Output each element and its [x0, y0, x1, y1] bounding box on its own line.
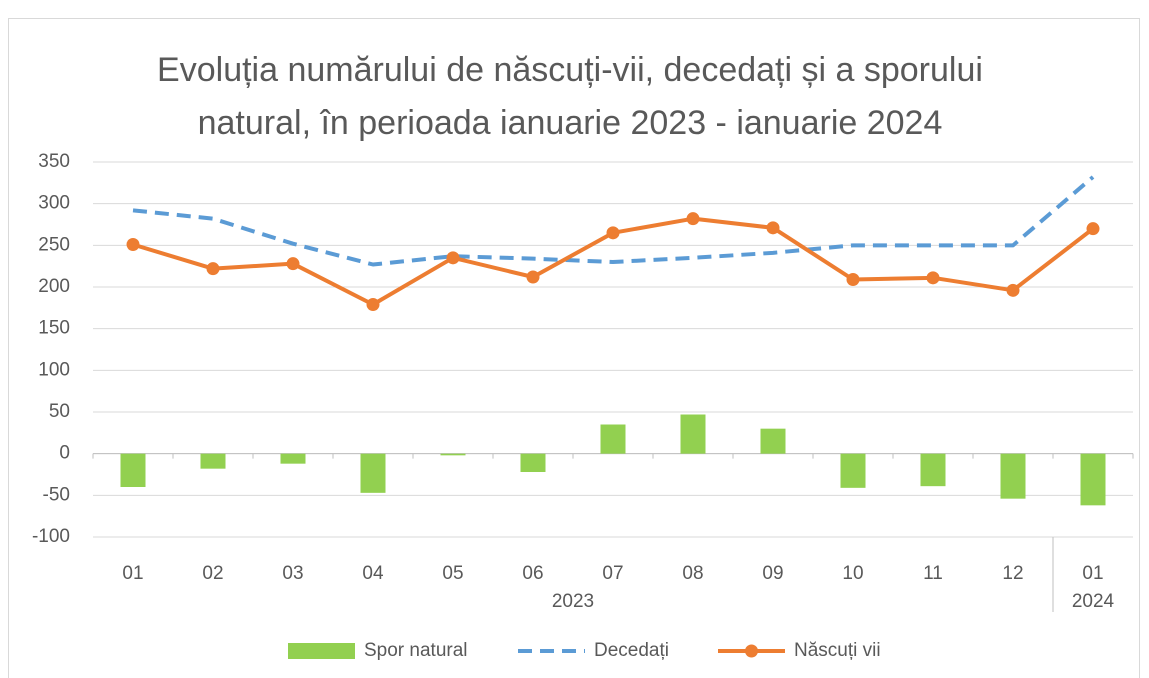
chart-border [8, 18, 1140, 678]
marker [526, 270, 540, 284]
bar [360, 453, 386, 493]
y-tick-label: 250 [38, 234, 70, 255]
y-tick-label: 200 [38, 276, 70, 297]
x-tick-label: 08 [682, 563, 703, 584]
x-tick-label: 02 [202, 563, 223, 584]
y-tick-label: 0 [59, 443, 70, 464]
bar [760, 428, 786, 454]
line [132, 175, 1095, 267]
bar [200, 453, 226, 469]
bar [600, 424, 626, 454]
bar [920, 453, 946, 487]
bar [1000, 453, 1026, 499]
marker [686, 212, 700, 226]
y-tick-label: 150 [38, 318, 70, 339]
x-tick-label: 09 [762, 563, 783, 584]
x-tick-label: 01 [122, 563, 143, 584]
bar [1080, 453, 1106, 506]
x-group-label: 2023 [552, 591, 594, 612]
x-group-label: 2024 [1072, 591, 1115, 612]
y-tick-label: -50 [43, 484, 70, 505]
x-tick-label: 12 [1002, 563, 1023, 584]
x-tick-label: 07 [602, 563, 623, 584]
marker [1086, 222, 1100, 236]
marker [606, 226, 620, 240]
marker [206, 262, 220, 276]
x-tick-label: 06 [522, 563, 543, 584]
x-tick-label: 10 [842, 563, 863, 584]
x-tick-label: 04 [362, 563, 384, 584]
legend-label: Decedați [594, 640, 669, 661]
x-tick-label: 05 [442, 563, 463, 584]
bar [120, 453, 146, 487]
x-tick-label: 03 [282, 563, 303, 584]
bar [840, 453, 866, 488]
y-tick-label: 350 [38, 151, 70, 172]
marker [366, 298, 380, 311]
y-tick-label: 50 [49, 401, 70, 422]
y-tick-label: 300 [38, 193, 70, 214]
bar [680, 414, 706, 454]
marker [1006, 283, 1020, 297]
bar [280, 453, 306, 464]
y-tick-label: -100 [32, 526, 70, 547]
legend-label: Spor natural [364, 640, 468, 661]
bar [520, 453, 546, 472]
marker [286, 257, 300, 271]
y-tick-label: 100 [38, 359, 70, 380]
x-tick-label: 01 [1082, 563, 1103, 584]
marker [926, 271, 940, 285]
x-tick-label: 11 [923, 563, 943, 584]
legend-swatch [288, 643, 355, 659]
bar [440, 453, 466, 456]
legend-label: Născuți vii [794, 640, 881, 661]
chart-title: Evoluția numărului de născuți-vii, deced… [157, 51, 983, 142]
marker [766, 221, 780, 235]
marker [446, 251, 460, 265]
marker [846, 273, 860, 286]
legend-marker [745, 644, 758, 658]
marker [126, 238, 140, 251]
